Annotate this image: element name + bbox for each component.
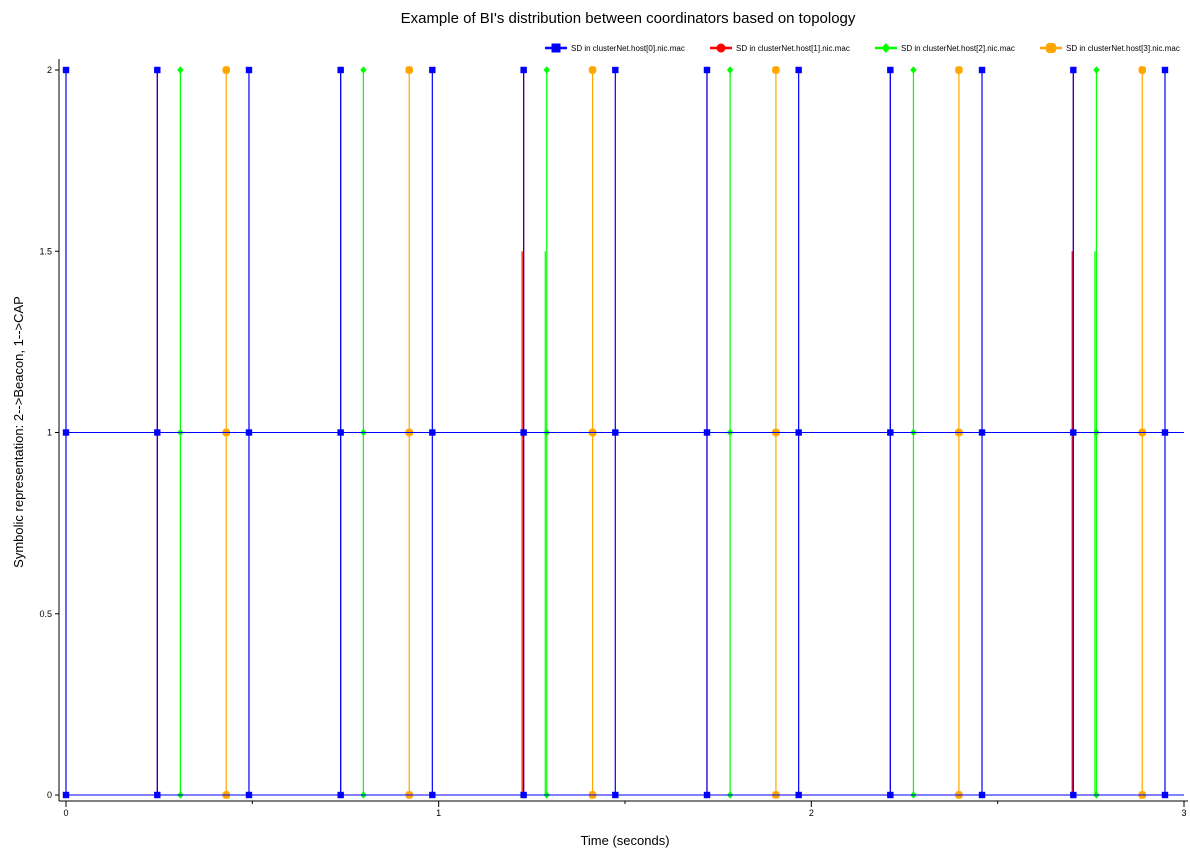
series-point xyxy=(955,66,963,74)
legend-marker xyxy=(881,43,891,53)
series-point xyxy=(703,66,711,74)
series-point xyxy=(795,791,802,799)
series-point xyxy=(1161,429,1169,436)
legend-entry-2: SD in clusterNet.host[2].nic.mac xyxy=(875,43,1015,53)
chart-title: Example of BI's distribution between coo… xyxy=(401,10,856,27)
series-point xyxy=(405,66,413,74)
series-point xyxy=(612,66,619,74)
series-point xyxy=(1161,791,1169,799)
legend-marker xyxy=(551,43,561,53)
legend-label: SD in clusterNet.host[2].nic.mac xyxy=(901,44,1015,53)
y-tick-label: 1 xyxy=(47,428,52,438)
series-point xyxy=(429,791,436,799)
series-point xyxy=(245,429,253,436)
series-point xyxy=(543,66,550,74)
series-point xyxy=(177,66,184,74)
y-axis-label: Symbolic representation: 2-->Beacon, 1--… xyxy=(11,296,26,568)
series-point xyxy=(154,791,161,799)
series-point xyxy=(1161,66,1169,74)
legend-entry-1: SD in clusterNet.host[1].nic.mac xyxy=(710,43,850,53)
series-point xyxy=(1070,791,1077,799)
series-point xyxy=(612,429,619,436)
series-point xyxy=(520,66,527,74)
series-point xyxy=(795,429,802,436)
series-point xyxy=(245,791,253,799)
x-tick-label: 3 xyxy=(1181,808,1186,818)
series-point xyxy=(520,429,527,436)
y-tick-label: 0.5 xyxy=(39,609,52,619)
series-point xyxy=(62,66,70,74)
series-point xyxy=(978,429,986,436)
series-point xyxy=(360,66,367,74)
plot-area: 0 0.5 1 1.5 2 0 1 2 3 xyxy=(39,59,1188,818)
series-point xyxy=(62,429,70,436)
y-tick-label: 2 xyxy=(47,65,52,75)
series-point xyxy=(222,66,230,74)
series-point xyxy=(726,66,734,74)
series-point xyxy=(429,429,436,436)
series-point xyxy=(978,66,986,74)
series-point xyxy=(62,791,70,799)
series-point xyxy=(588,66,597,74)
series-point xyxy=(154,66,161,74)
legend-marker xyxy=(716,43,726,53)
legend: SD in clusterNet.host[0].nic.mac SD in cl… xyxy=(545,43,1180,53)
series-point xyxy=(772,66,780,74)
legend-label: SD in clusterNet.host[1].nic.mac xyxy=(736,44,850,53)
series-point xyxy=(978,791,986,799)
series-point xyxy=(154,429,161,436)
x-axis-label: Time (seconds) xyxy=(580,833,669,848)
series-point xyxy=(795,66,802,74)
series-point xyxy=(1093,66,1100,74)
series-point xyxy=(520,791,527,799)
series-0 xyxy=(62,66,1184,799)
series-point xyxy=(337,791,344,799)
series-point xyxy=(703,429,711,436)
legend-label: SD in clusterNet.host[3].nic.mac xyxy=(1066,44,1180,53)
series-point xyxy=(337,66,344,74)
series-point xyxy=(1070,429,1077,436)
series-point xyxy=(910,66,917,74)
series-point xyxy=(887,791,894,799)
x-tick-label: 0 xyxy=(63,808,68,818)
series-point xyxy=(337,429,344,436)
series-point xyxy=(1070,66,1077,74)
legend-entry-0: SD in clusterNet.host[0].nic.mac xyxy=(545,43,685,53)
legend-label: SD in clusterNet.host[0].nic.mac xyxy=(571,44,685,53)
legend-entry-3: SD in clusterNet.host[3].nic.mac xyxy=(1040,43,1180,53)
series-point xyxy=(429,66,436,74)
x-tick-label: 2 xyxy=(809,808,814,818)
series-point xyxy=(703,791,711,799)
series-point xyxy=(887,429,894,436)
series-point xyxy=(887,66,894,74)
y-tick-label: 0 xyxy=(47,790,52,800)
y-tick-label: 1.5 xyxy=(39,246,52,256)
series-point xyxy=(245,66,253,74)
x-tick-label: 1 xyxy=(436,808,441,818)
series-point xyxy=(1138,66,1146,74)
series-point xyxy=(612,791,619,799)
legend-marker xyxy=(1046,43,1056,53)
